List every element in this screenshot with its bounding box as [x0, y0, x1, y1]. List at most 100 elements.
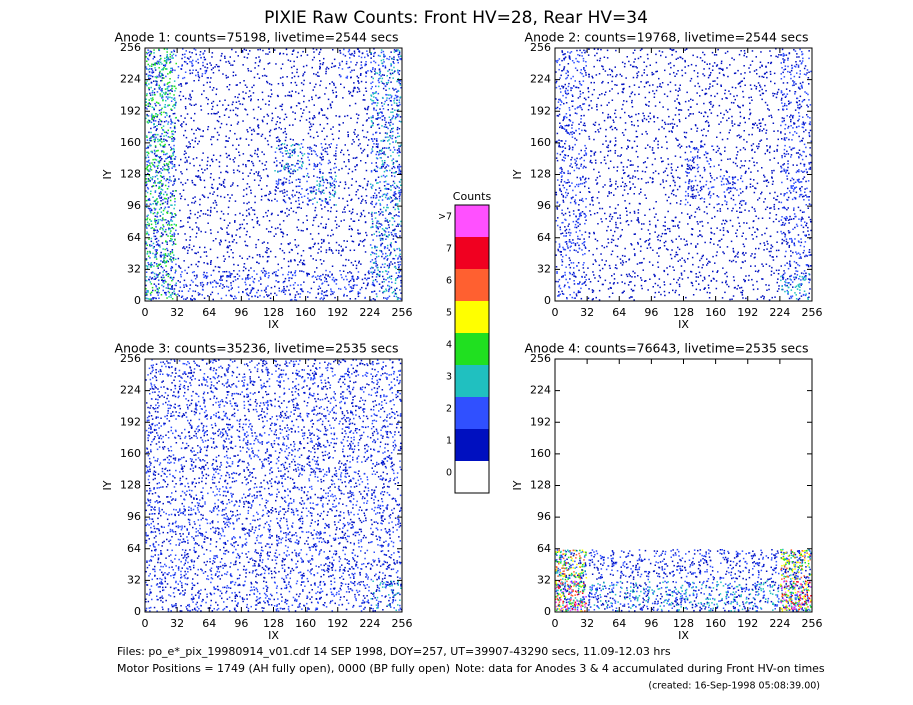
count-dot: [320, 263, 323, 265]
count-dot: [625, 100, 628, 103]
count-dot: [205, 97, 208, 99]
count-dot: [780, 62, 782, 64]
count-dot: [163, 106, 166, 108]
count-dot: [649, 64, 651, 66]
count-dot: [308, 99, 310, 102]
count-dot: [153, 182, 155, 184]
count-dot: [163, 64, 165, 67]
count-dot: [365, 136, 368, 139]
count-dot: [367, 144, 369, 146]
count-dot: [392, 130, 394, 133]
count-dot: [394, 88, 397, 90]
count-dot: [146, 280, 148, 282]
count-dot: [592, 77, 594, 79]
count-dot: [322, 179, 325, 182]
count-dot: [329, 199, 331, 201]
count-dot: [368, 277, 370, 279]
count-dot: [352, 264, 354, 266]
count-dot: [726, 50, 729, 53]
count-dot: [286, 215, 288, 217]
count-dot: [168, 167, 170, 170]
count-dot: [555, 86, 558, 89]
count-dot: [222, 213, 225, 215]
count-dot: [360, 212, 362, 214]
count-dot: [158, 161, 161, 163]
count-dot: [737, 83, 740, 85]
count-dot: [220, 240, 222, 243]
count-dot: [348, 225, 351, 227]
count-dot: [149, 193, 152, 195]
count-dot: [364, 162, 367, 164]
count-dot: [335, 283, 338, 285]
count-dot: [248, 186, 251, 188]
count-dot: [203, 56, 205, 59]
count-dot: [600, 48, 602, 51]
count-dot: [370, 87, 372, 90]
count-dot: [157, 265, 159, 267]
count-dot: [629, 95, 631, 98]
count-dot: [307, 291, 309, 293]
count-dot: [160, 120, 163, 123]
count-dot: [195, 69, 197, 71]
count-dot: [265, 288, 267, 290]
count-dot: [185, 152, 187, 154]
count-dot: [276, 94, 279, 97]
count-dot: [283, 252, 286, 254]
count-dot: [581, 55, 583, 57]
count-dot: [349, 71, 352, 73]
count-dot: [151, 72, 154, 74]
count-dot: [200, 284, 202, 286]
count-dot: [739, 81, 741, 84]
count-dot: [757, 82, 760, 84]
count-dot: [614, 112, 616, 115]
count-dot: [333, 195, 335, 198]
count-dot: [399, 79, 401, 82]
count-dot: [206, 167, 208, 170]
count-dot: [245, 244, 247, 247]
count-dot: [578, 133, 581, 135]
count-dot: [801, 62, 803, 64]
count-dot: [677, 94, 679, 97]
count-dot: [761, 92, 764, 95]
count-dot: [157, 171, 160, 174]
count-dot: [158, 187, 160, 190]
count-dot: [294, 170, 297, 172]
count-dot: [212, 160, 214, 163]
count-dot: [164, 201, 167, 203]
count-dot: [380, 244, 382, 247]
count-dot: [581, 129, 583, 132]
count-dot: [270, 89, 272, 91]
count-dot: [149, 245, 151, 247]
count-dot: [197, 143, 199, 145]
count-dot: [249, 154, 252, 157]
count-dot: [370, 186, 373, 188]
count-dot: [160, 61, 162, 64]
count-dot: [165, 281, 167, 283]
count-dot: [558, 139, 560, 141]
count-dot: [614, 109, 617, 111]
count-dot: [167, 185, 170, 188]
count-dot: [393, 248, 395, 250]
count-dot: [664, 69, 666, 72]
count-dot: [235, 51, 237, 53]
count-dot: [364, 108, 367, 111]
count-dot: [158, 273, 160, 275]
count-dot: [155, 223, 157, 226]
count-dot: [295, 84, 298, 86]
count-dot: [160, 89, 162, 91]
count-dot: [155, 150, 158, 152]
count-dot: [326, 294, 329, 297]
count-dot: [588, 48, 590, 50]
count-dot: [398, 269, 400, 272]
count-dot: [575, 86, 578, 89]
count-dot: [725, 109, 727, 112]
count-dot: [209, 248, 212, 251]
count-dot: [363, 178, 366, 180]
count-dot: [209, 81, 211, 83]
count-dot: [170, 146, 172, 149]
count-dot: [349, 286, 352, 288]
count-dot: [222, 271, 224, 273]
count-dot: [346, 204, 349, 207]
count-dot: [148, 88, 150, 91]
count-dot: [288, 289, 290, 291]
